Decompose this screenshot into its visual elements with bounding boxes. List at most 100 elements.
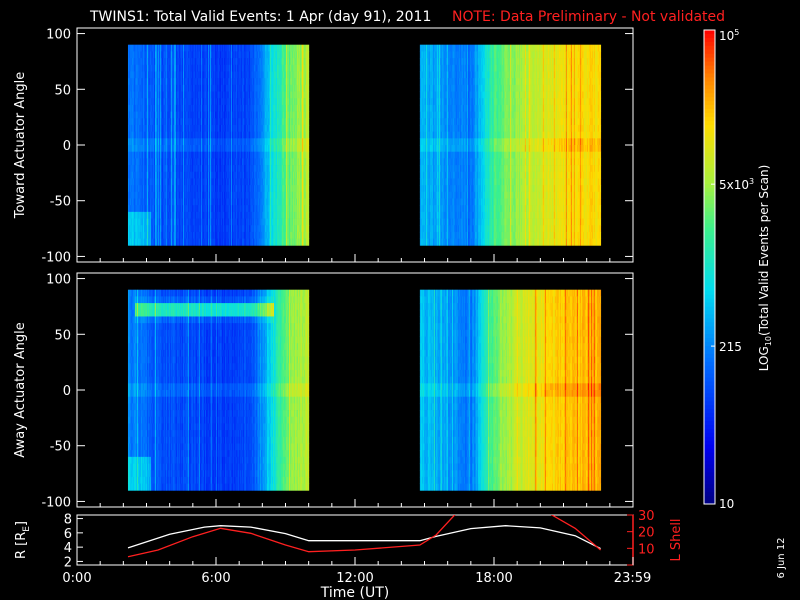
- heatmap-cell: [200, 158, 203, 166]
- heatmap-cell: [245, 71, 248, 79]
- heatmap-cell: [164, 131, 167, 139]
- heatmap-cell: [143, 111, 146, 119]
- heatmap-cell: [148, 98, 151, 106]
- heatmap-cell: [250, 44, 253, 52]
- heatmap-cell: [214, 64, 217, 72]
- heatmap-cell: [188, 185, 191, 193]
- heatmap-cell: [219, 84, 222, 92]
- heatmap-cell: [177, 218, 180, 226]
- heatmap-cell: [215, 205, 218, 213]
- heatmap-cell: [188, 98, 191, 106]
- heatmap-cell: [166, 158, 169, 166]
- heatmap-cell: [203, 78, 206, 86]
- heatmap-cell: [185, 111, 188, 119]
- heatmap-cell: [255, 205, 258, 213]
- heatmap-cell: [200, 118, 203, 126]
- heatmap-cell: [210, 98, 213, 106]
- heatmap-cell: [172, 191, 175, 199]
- heatmap-cell: [226, 171, 229, 179]
- heatmap-cell: [157, 104, 160, 112]
- heatmap-cell: [160, 71, 163, 79]
- heatmap-cell: [149, 225, 152, 233]
- heatmap-cell: [247, 151, 250, 159]
- heatmap-cell: [232, 111, 235, 119]
- heatmap-cell: [148, 78, 151, 86]
- heatmap-cell: [199, 64, 202, 72]
- heatmap-cell: [184, 145, 187, 153]
- heatmap-cell: [216, 51, 219, 59]
- heatmap-cell: [172, 58, 175, 66]
- heatmap-cell: [245, 178, 248, 186]
- heatmap-cell: [209, 191, 212, 199]
- heatmap-cell: [256, 58, 259, 66]
- heatmap-cell: [146, 64, 149, 72]
- heatmap-cell: [139, 138, 142, 146]
- heatmap-cell: [224, 78, 227, 86]
- heatmap-cell: [133, 178, 136, 186]
- heatmap-cell: [222, 91, 225, 99]
- heatmap-cell: [190, 131, 193, 139]
- heatmap-cell: [245, 225, 248, 233]
- heatmap-cell: [144, 158, 147, 166]
- heatmap-cell: [162, 71, 165, 79]
- heatmap-cell: [186, 78, 189, 86]
- heatmap-cell: [153, 71, 156, 79]
- heatmap-cell: [173, 124, 176, 133]
- heatmap-cell: [132, 165, 135, 173]
- heatmap-cell: [228, 171, 231, 179]
- heatmap-cell: [241, 238, 244, 246]
- heatmap-cell: [133, 138, 136, 146]
- heatmap-cell: [185, 91, 188, 99]
- heatmap-cell: [166, 211, 169, 219]
- heatmap-cell: [202, 165, 205, 173]
- heatmap-cell: [233, 104, 236, 112]
- heatmap-cell: [187, 218, 190, 226]
- heatmap-cell: [168, 205, 171, 213]
- heatmap-cell: [236, 131, 239, 139]
- heatmap-cell: [232, 165, 235, 173]
- heatmap-cell: [220, 165, 223, 173]
- heatmap-cell: [246, 64, 249, 72]
- heatmap-cell: [174, 91, 177, 99]
- heatmap-cell: [186, 158, 189, 166]
- heatmap-cell: [199, 78, 202, 86]
- heatmap-cell: [182, 124, 185, 133]
- heatmap-cell: [142, 238, 145, 246]
- heatmap-cell: [240, 218, 243, 226]
- heatmap-cell: [227, 231, 230, 239]
- heatmap-cell: [252, 138, 255, 146]
- heatmap-cell: [167, 165, 170, 173]
- heatmap-cell: [230, 138, 233, 146]
- heatmap-cell: [256, 231, 259, 239]
- heatmap-cell: [170, 131, 173, 139]
- heatmap-cell: [154, 158, 157, 166]
- heatmap-cell: [164, 138, 167, 146]
- heatmap-cell: [153, 104, 156, 112]
- heatmap-cell: [156, 71, 159, 79]
- heatmap-cell: [154, 44, 157, 52]
- heatmap-cell: [212, 51, 215, 59]
- heatmap-cell: [241, 71, 244, 79]
- heatmap-cell: [218, 44, 221, 52]
- heatmap-cell: [197, 158, 200, 166]
- heatmap-cell: [223, 58, 226, 66]
- heatmap-cell: [256, 91, 259, 99]
- heatmap-cell: [221, 131, 224, 139]
- heatmap-cell: [183, 124, 186, 133]
- heatmap-cell: [176, 218, 179, 226]
- heatmap-cell: [155, 138, 158, 146]
- heatmap-cell: [228, 91, 231, 99]
- heatmap-cell: [197, 198, 200, 206]
- heatmap-cell: [245, 211, 248, 219]
- heatmap-cell: [150, 185, 153, 193]
- heatmap-cell: [223, 84, 226, 92]
- heatmap-cell: [179, 58, 182, 66]
- heatmap-cell: [247, 211, 250, 219]
- heatmap-cell: [145, 84, 148, 92]
- heatmap-cell: [233, 51, 236, 59]
- heatmap-cell: [243, 205, 246, 213]
- heatmap-cell: [233, 171, 236, 179]
- heatmap-cell: [153, 118, 156, 126]
- heatmap-cell: [203, 64, 206, 72]
- heatmap-cell: [215, 51, 218, 59]
